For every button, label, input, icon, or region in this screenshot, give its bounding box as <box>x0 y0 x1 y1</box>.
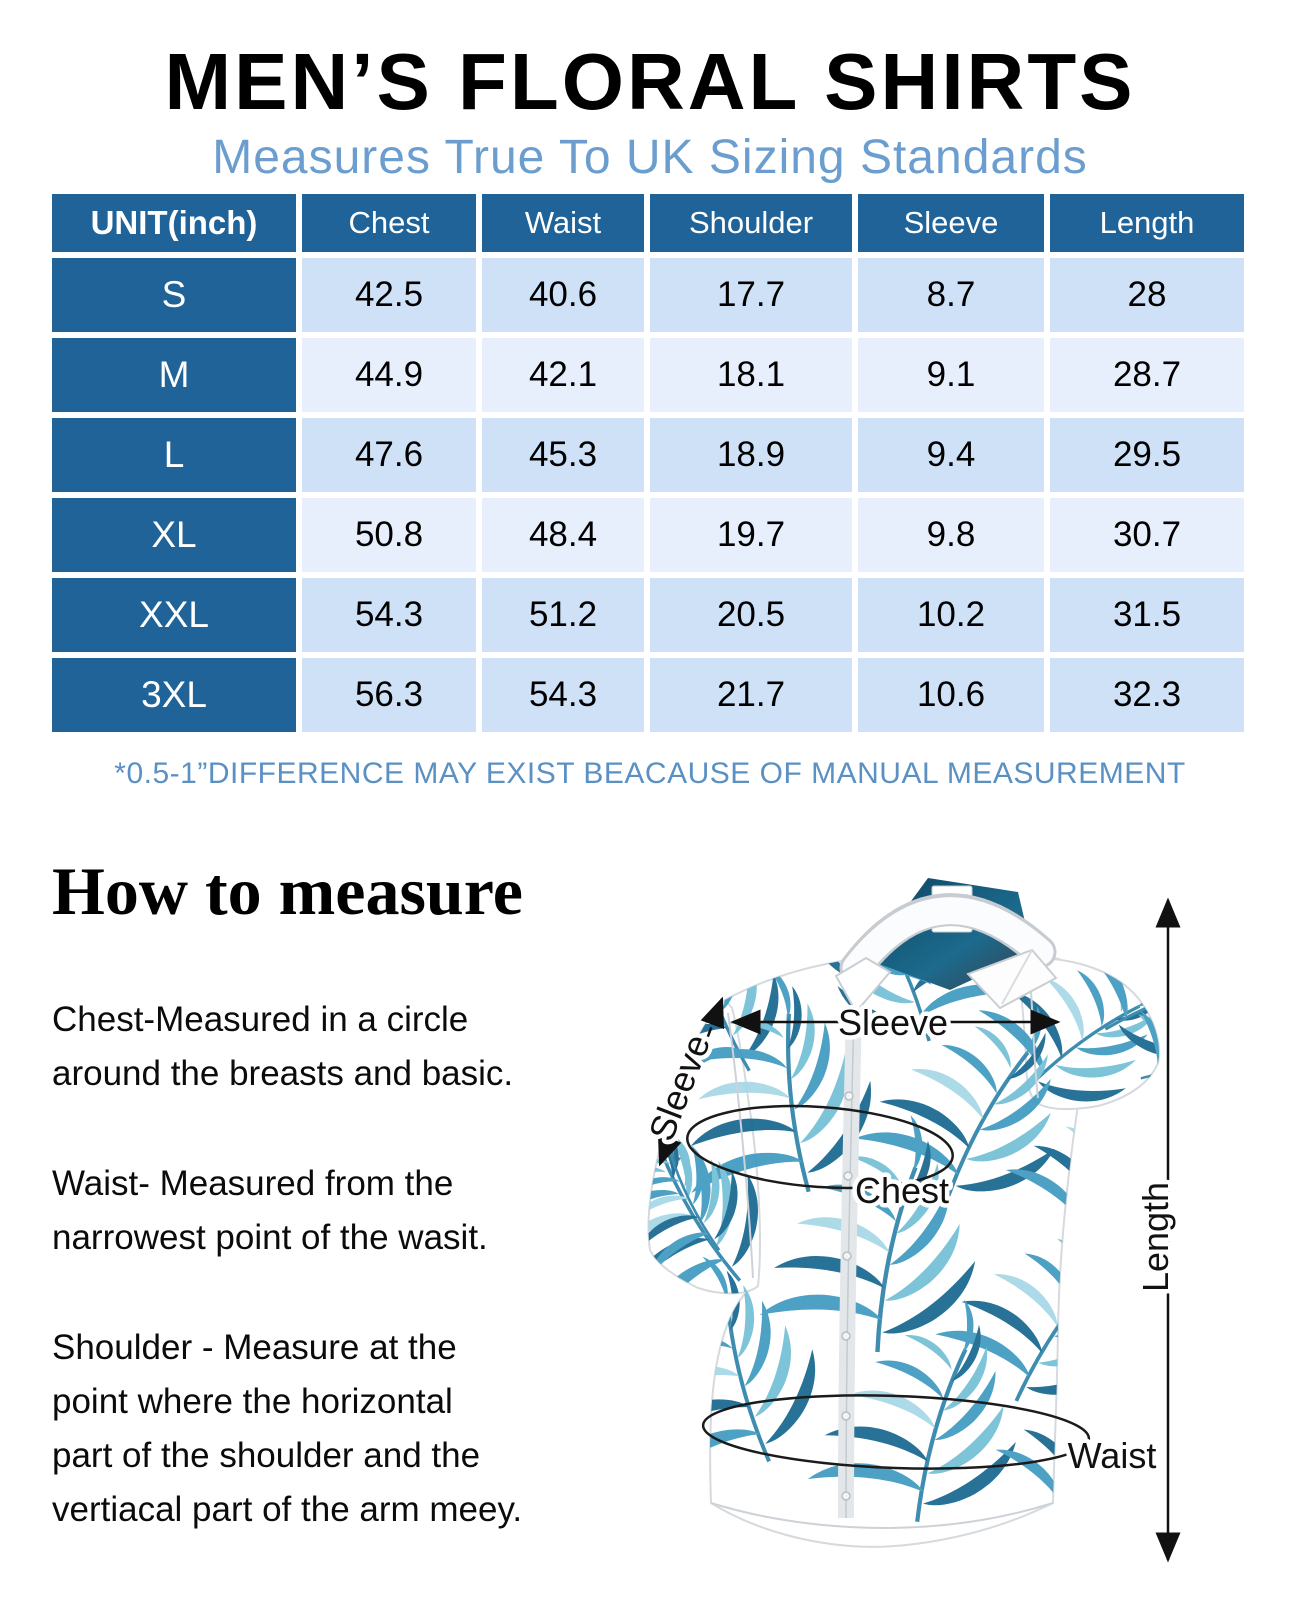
col-header-chest: Chest <box>302 194 476 252</box>
shirt-seams <box>710 977 1054 1529</box>
cell-value: 19.7 <box>650 498 852 572</box>
col-header-sleeve: Sleeve <box>858 194 1044 252</box>
size-label: XL <box>52 498 296 572</box>
cell-value: 40.6 <box>482 258 644 332</box>
how-to-measure-text: Chest-Measured in a circle around the br… <box>52 993 597 1593</box>
page-title: MEN’S FLORAL SHIRTS <box>164 37 1136 126</box>
cell-value: 17.7 <box>650 258 852 332</box>
size-label: XXL <box>52 578 296 652</box>
page-subtitle: Measures True To UK Sizing Standards <box>212 131 1088 184</box>
shirt-illustration: Sleeve Sleeve Chest Waist Length <box>636 878 1181 1563</box>
table-row: XXL 54.3 51.2 20.5 10.2 31.5 <box>52 578 1244 652</box>
measurement-disclaimer: *0.5-1”DIFFERENCE MAY EXIST BEACAUSE OF … <box>114 757 1186 790</box>
cell-value: 31.5 <box>1050 578 1244 652</box>
sleeve-width-arrow: Sleeve <box>730 998 1061 1048</box>
cell-value: 10.2 <box>858 578 1044 652</box>
col-header-unit: UNIT(inch) <box>52 194 296 252</box>
size-label: S <box>52 258 296 332</box>
table-row: XL 50.8 48.4 19.7 9.8 30.7 <box>52 498 1244 572</box>
size-label: 3XL <box>52 658 296 732</box>
how-to-measure-heading: How to measure <box>52 853 523 929</box>
waist-instruction: Waist- Measured from the narrowest point… <box>52 1164 488 1257</box>
cell-value: 18.9 <box>650 418 852 492</box>
cell-value: 47.6 <box>302 418 476 492</box>
table-row: M 44.9 42.1 18.1 9.1 28.7 <box>52 338 1244 412</box>
cell-value: 21.7 <box>650 658 852 732</box>
cell-value: 18.1 <box>650 338 852 412</box>
cell-value: 29.5 <box>1050 418 1244 492</box>
size-label: M <box>52 338 296 412</box>
table-row: 3XL 56.3 54.3 21.7 10.6 32.3 <box>52 658 1244 732</box>
size-table: UNIT(inch) Chest Waist Shoulder Sleeve L… <box>46 188 1250 738</box>
cell-value: 10.6 <box>858 658 1044 732</box>
button-placket <box>838 1009 862 1519</box>
sleeve-width-label: Sleeve <box>838 1002 948 1043</box>
cell-value: 28 <box>1050 258 1244 332</box>
waist-measure: Waist <box>701 1394 1161 1481</box>
col-header-waist: Waist <box>482 194 644 252</box>
col-header-shoulder: Shoulder <box>650 194 852 252</box>
table-header-row: UNIT(inch) Chest Waist Shoulder Sleeve L… <box>52 194 1244 252</box>
cell-value: 9.1 <box>858 338 1044 412</box>
cell-value: 45.3 <box>482 418 644 492</box>
cell-value: 42.5 <box>302 258 476 332</box>
cell-value: 51.2 <box>482 578 644 652</box>
cell-value: 8.7 <box>858 258 1044 332</box>
chest-label: Chest <box>855 1170 949 1211</box>
length-label: Length <box>1135 1182 1176 1292</box>
chest-measure: Chest <box>686 1104 954 1216</box>
cell-value: 28.7 <box>1050 338 1244 412</box>
cell-value: 48.4 <box>482 498 644 572</box>
length-arrow: Length <box>1131 897 1181 1563</box>
waist-label: Waist <box>1068 1435 1157 1476</box>
col-header-length: Length <box>1050 194 1244 252</box>
cell-value: 54.3 <box>302 578 476 652</box>
chest-instruction: Chest-Measured in a circle around the br… <box>52 1000 514 1093</box>
shirt-diagram: Sleeve Sleeve Chest Waist Length <box>598 858 1182 1586</box>
cell-value: 54.3 <box>482 658 644 732</box>
cell-value: 44.9 <box>302 338 476 412</box>
size-label: L <box>52 418 296 492</box>
cell-value: 9.4 <box>858 418 1044 492</box>
table-row: S 42.5 40.6 17.7 8.7 28 <box>52 258 1244 332</box>
cell-value: 50.8 <box>302 498 476 572</box>
cell-value: 30.7 <box>1050 498 1244 572</box>
cell-value: 56.3 <box>302 658 476 732</box>
cell-value: 9.8 <box>858 498 1044 572</box>
cell-value: 32.3 <box>1050 658 1244 732</box>
shoulder-instruction: Shoulder - Measure at the point where th… <box>52 1328 523 1529</box>
table-row: L 47.6 45.3 18.9 9.4 29.5 <box>52 418 1244 492</box>
cell-value: 42.1 <box>482 338 644 412</box>
cell-value: 20.5 <box>650 578 852 652</box>
